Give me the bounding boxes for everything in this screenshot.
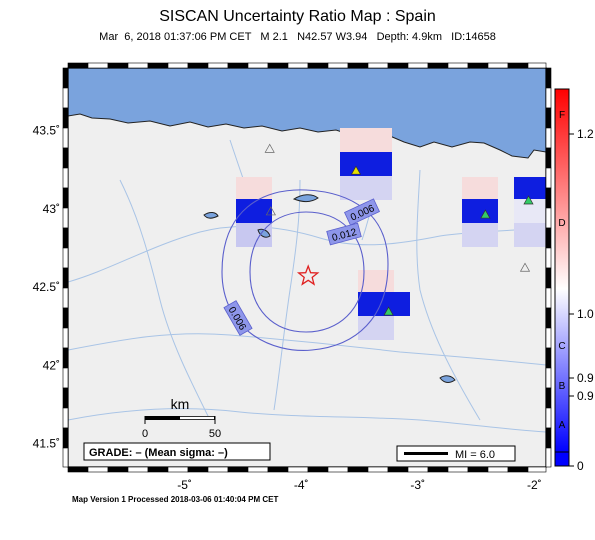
svg-text:1.2: 1.2 bbox=[577, 127, 594, 141]
latitude-tick-label: 43.5˚ bbox=[33, 124, 60, 138]
uncertainty-cell bbox=[358, 316, 394, 340]
contour-label-3: 0.006 bbox=[223, 300, 253, 336]
svg-text:F: F bbox=[559, 110, 565, 121]
svg-text:0.9: 0.9 bbox=[577, 371, 594, 385]
uncertainty-cell bbox=[340, 176, 392, 200]
latitude-tick-label: 42.5˚ bbox=[33, 280, 60, 294]
latitude-tick-label: 43˚ bbox=[43, 202, 60, 216]
event-id: ID:14658 bbox=[451, 31, 496, 43]
station-triangle-icon[interactable] bbox=[523, 195, 534, 205]
uncertainty-cell bbox=[462, 199, 498, 223]
uncertainty-cell bbox=[358, 270, 394, 292]
event-location: N42.57 W3.94 bbox=[297, 31, 368, 43]
map-title: SISCAN Uncertainty Ratio Map : Spain bbox=[159, 8, 436, 25]
event-depth: Depth: 4.9km bbox=[376, 31, 442, 43]
reservoirs bbox=[203, 194, 456, 383]
uncertainty-cell bbox=[340, 128, 392, 152]
colorbar-gradient bbox=[554, 88, 570, 453]
station-triangle-icon[interactable] bbox=[350, 165, 362, 175]
longitude-tick-label: -4˚ bbox=[294, 478, 309, 492]
uncertainty-cell bbox=[236, 199, 272, 223]
uncertainty-cell bbox=[462, 223, 498, 247]
svg-text:A: A bbox=[559, 420, 566, 431]
latitude-labels: 43.5˚ 43˚ 42.5˚ 42˚ 41.5˚ bbox=[33, 124, 60, 451]
epicenter-star-icon bbox=[296, 264, 320, 286]
event-magnitude: M 2.1 bbox=[260, 31, 288, 43]
mi-legend: MI = 6.0 bbox=[396, 445, 516, 462]
svg-text:0: 0 bbox=[577, 459, 584, 473]
event-datetime: Mar 6, 2018 01:37:06 PM CET bbox=[99, 31, 252, 43]
grade-box: GRADE: – (Mean sigma: –) bbox=[83, 442, 271, 461]
station-triangle-icon[interactable] bbox=[264, 143, 275, 153]
contour-lines bbox=[221, 189, 389, 351]
svg-text:B: B bbox=[559, 381, 566, 392]
uncertainty-cell bbox=[236, 177, 272, 199]
station-triangle-icon[interactable] bbox=[383, 306, 394, 316]
longitude-tick-label: -3˚ bbox=[410, 478, 425, 492]
svg-text:C: C bbox=[558, 341, 565, 352]
svg-text:50: 50 bbox=[209, 428, 221, 440]
svg-text:0: 0 bbox=[142, 428, 148, 440]
longitude-tick-label: -5˚ bbox=[177, 478, 192, 492]
colorbar-base bbox=[554, 451, 570, 467]
stations bbox=[264, 143, 534, 316]
svg-text:km: km bbox=[171, 396, 190, 412]
svg-text:0.9: 0.9 bbox=[577, 389, 594, 403]
uncertainty-cell bbox=[340, 152, 392, 176]
svg-text:D: D bbox=[558, 218, 565, 229]
map-footer: Map Version 1 Processed 2018-03-06 01:40… bbox=[72, 495, 279, 504]
latitude-tick-label: 42˚ bbox=[43, 358, 60, 372]
uncertainty-cell bbox=[514, 223, 546, 247]
station-triangle-icon[interactable] bbox=[265, 206, 276, 216]
uncertainty-cell bbox=[462, 177, 498, 199]
svg-text:MI = 6.0: MI = 6.0 bbox=[455, 449, 495, 461]
uncertainty-cell bbox=[514, 177, 546, 199]
map-body: 0.006 0.012 0.006 bbox=[68, 68, 546, 467]
colorbar: F D C B A 1.2 1.0 0.9 0.9 0 bbox=[554, 88, 594, 473]
event-info: Mar 6, 2018 01:37:06 PM CET M 2.1 N42.57… bbox=[0, 31, 595, 43]
station-triangle-icon[interactable] bbox=[519, 262, 531, 272]
scale-bar: km 0 50 bbox=[142, 396, 221, 440]
sea-area bbox=[68, 68, 546, 159]
longitude-tick-label: -2˚ bbox=[527, 478, 542, 492]
longitude-labels: -5˚ -4˚ -3˚ -2˚ bbox=[177, 478, 541, 492]
svg-text:GRADE: – (Mean sigma: –): GRADE: – (Mean sigma: –) bbox=[89, 447, 228, 459]
svg-text:1.0: 1.0 bbox=[577, 307, 594, 321]
contour-outer bbox=[221, 189, 389, 351]
latitude-tick-label: 41.5˚ bbox=[33, 437, 60, 451]
map-border bbox=[62, 62, 552, 473]
contour-inner bbox=[249, 211, 365, 333]
station-triangle-icon[interactable] bbox=[480, 209, 491, 219]
